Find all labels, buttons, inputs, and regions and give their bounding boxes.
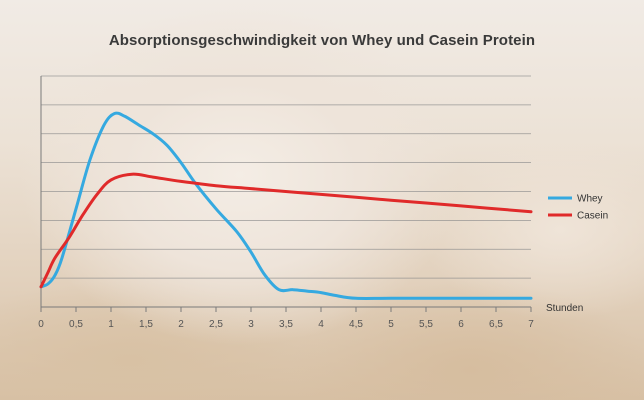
x-tick-label: 6,5 bbox=[489, 319, 503, 330]
legend: Whey Casein bbox=[548, 194, 608, 222]
legend-label-casein: Casein bbox=[577, 211, 608, 222]
gridlines bbox=[41, 75, 531, 279]
x-tick-label: 4,5 bbox=[349, 319, 363, 330]
x-tick-label: 2 bbox=[178, 319, 184, 330]
x-tick-label: 1 bbox=[108, 319, 114, 330]
x-tick-label: 5 bbox=[388, 319, 394, 330]
x-tick-labels: 0 0,5 1 1,5 2 2,5 3 3,5 4 4,5 5 5,5 6 6,5 7 bbox=[38, 307, 534, 330]
x-tick-label: 1,5 bbox=[139, 319, 153, 330]
x-tick-label: 6 bbox=[458, 319, 464, 330]
series-line-casein bbox=[39, 172, 533, 289]
x-tick-label: 5,5 bbox=[419, 319, 433, 330]
legend-label-whey: Whey bbox=[577, 194, 603, 205]
x-tick-label: 3 bbox=[248, 319, 254, 330]
x-tick-label: 7 bbox=[528, 319, 534, 330]
x-tick-label: 4 bbox=[318, 319, 324, 330]
x-tick-label: 0,5 bbox=[69, 319, 83, 330]
x-tick-label: 2,5 bbox=[209, 319, 223, 330]
chart-title: Absorptionsgeschwindigkeit von Whey und … bbox=[108, 32, 536, 49]
x-tick-label: 3,5 bbox=[279, 319, 293, 330]
x-axis-unit-label: Stunden bbox=[546, 303, 583, 314]
series-lines bbox=[39, 111, 533, 301]
x-tick-label: 0 bbox=[38, 319, 44, 330]
